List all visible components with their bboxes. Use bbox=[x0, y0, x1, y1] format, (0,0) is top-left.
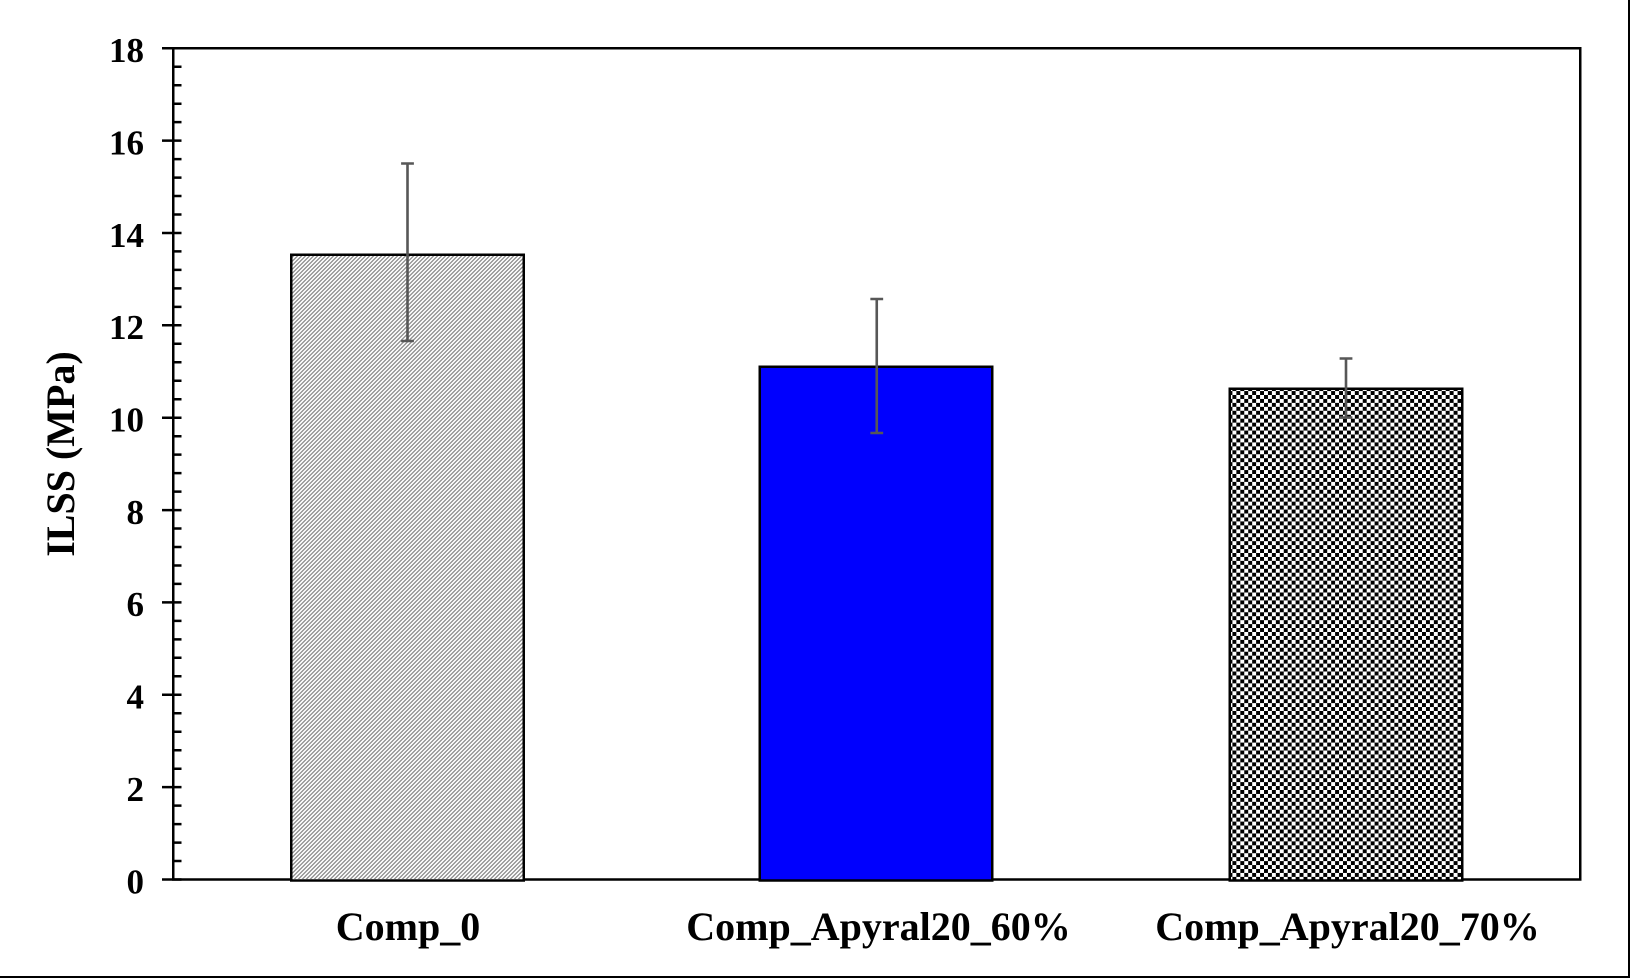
svg-text:Comp_Apyral20_70%: Comp_Apyral20_70% bbox=[1155, 904, 1539, 949]
svg-text:10: 10 bbox=[109, 401, 144, 440]
svg-text:16: 16 bbox=[109, 123, 144, 162]
svg-text:ILSS (MPa): ILSS (MPa) bbox=[38, 351, 83, 557]
svg-text:18: 18 bbox=[109, 31, 144, 70]
svg-text:6: 6 bbox=[127, 585, 145, 624]
svg-text:14: 14 bbox=[109, 216, 144, 255]
svg-text:0: 0 bbox=[127, 862, 145, 901]
svg-text:12: 12 bbox=[109, 308, 144, 347]
svg-text:4: 4 bbox=[127, 678, 145, 717]
svg-text:Comp_Apyral20_60%: Comp_Apyral20_60% bbox=[686, 904, 1070, 949]
svg-text:Comp_0: Comp_0 bbox=[336, 904, 480, 949]
svg-text:2: 2 bbox=[127, 770, 145, 809]
svg-text:8: 8 bbox=[127, 493, 145, 532]
